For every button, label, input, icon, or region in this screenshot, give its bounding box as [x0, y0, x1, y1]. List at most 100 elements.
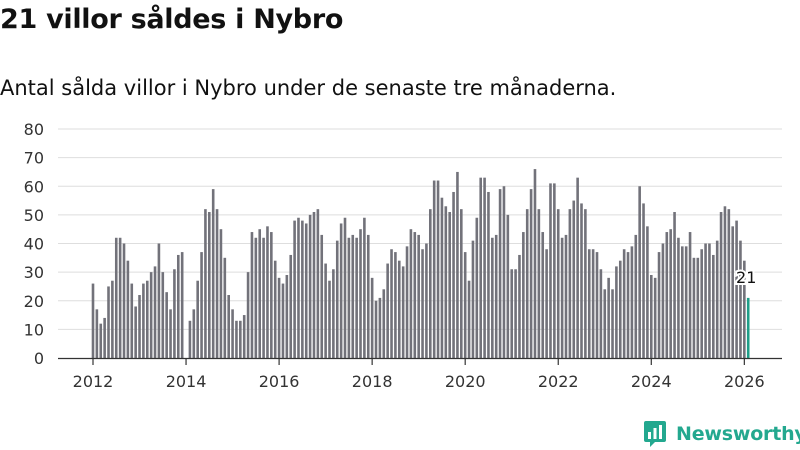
bar: [537, 209, 541, 358]
bar: [99, 323, 103, 358]
bar: [568, 209, 572, 358]
bar: [223, 257, 227, 358]
bar: [227, 295, 230, 358]
x-tick-label: 2024: [631, 372, 672, 391]
bar: [580, 203, 583, 358]
data-labels: 21: [734, 266, 758, 289]
bar: [553, 183, 556, 358]
bar: [498, 189, 502, 358]
bar: [611, 289, 614, 358]
bar: [401, 266, 405, 358]
bar: [541, 232, 545, 358]
x-tick-label: 2012: [73, 372, 114, 391]
bar: [188, 320, 192, 358]
x-tick-label: 2020: [445, 372, 486, 391]
y-tick-label: 0: [34, 349, 44, 368]
bar: [142, 283, 145, 358]
bar: [378, 297, 382, 358]
bar: [677, 237, 680, 358]
bar: [91, 283, 95, 358]
bar: [444, 206, 448, 358]
bar: [556, 209, 560, 358]
bar: [347, 237, 351, 358]
bar: [250, 232, 254, 358]
bar: [634, 234, 638, 358]
bar: [483, 177, 486, 358]
bar: [138, 295, 141, 358]
bar: [448, 212, 451, 358]
bar: [739, 240, 742, 358]
bar: [382, 289, 386, 358]
x-tick-label: 2026: [724, 372, 765, 391]
bar: [215, 209, 219, 358]
bar: [688, 232, 692, 358]
bar: [258, 229, 262, 358]
x-tick-label: 2016: [259, 372, 300, 391]
bar: [421, 249, 424, 358]
bar: [731, 226, 734, 358]
bar: [475, 217, 479, 358]
bar: [308, 214, 312, 359]
bar: [460, 209, 463, 358]
bar: [192, 309, 196, 358]
bar: [587, 249, 591, 358]
bar: [665, 232, 669, 358]
bar: [436, 180, 440, 358]
bar: [390, 249, 393, 358]
bar: [510, 269, 514, 358]
bar: [273, 260, 277, 358]
bar: [549, 183, 552, 358]
bar: [735, 220, 738, 358]
bar: [502, 186, 506, 358]
x-tick-label: 2014: [166, 372, 207, 391]
bar: [370, 277, 374, 358]
bars: [91, 169, 750, 359]
bar: [506, 214, 510, 359]
bar: [394, 252, 397, 358]
chart-subtitle: Antal sålda villor i Nybro under de sena…: [0, 76, 617, 100]
bar: [270, 232, 273, 358]
bar: [704, 243, 707, 358]
bar: [491, 237, 494, 358]
bar: [242, 315, 246, 358]
bar: [289, 254, 293, 358]
newsworthy-logo[interactable]: Newsworthy: [644, 419, 800, 449]
data-label-last: 21: [736, 268, 756, 287]
bar: [335, 240, 339, 358]
bar: [591, 249, 595, 358]
bar: [231, 309, 234, 358]
bar: [471, 240, 475, 358]
bar: [285, 274, 289, 358]
bar: [254, 237, 258, 358]
bar: [661, 243, 665, 358]
bar: [204, 209, 207, 358]
bar: [463, 252, 467, 358]
bar: [494, 234, 498, 358]
bar: [157, 243, 161, 358]
bar: [134, 306, 137, 358]
bar: [293, 220, 296, 358]
bar: [467, 280, 471, 358]
x-tick-label: 2022: [538, 372, 579, 391]
bar: [180, 252, 184, 358]
x-tick-label: 2018: [352, 372, 393, 391]
bar: [208, 212, 211, 358]
y-tick-label: 80: [24, 120, 44, 139]
bar: [304, 223, 308, 358]
y-tick-label: 10: [24, 320, 44, 339]
bar: [684, 246, 688, 358]
bar: [681, 246, 684, 358]
bar: [727, 209, 731, 358]
bar: [397, 260, 401, 358]
bar: [560, 237, 564, 358]
bar: [522, 232, 525, 358]
bar: [235, 320, 238, 358]
bar: [529, 189, 533, 358]
bar: [456, 171, 459, 358]
bar: [417, 234, 420, 358]
newsworthy-logo-icon: [644, 421, 666, 447]
bar: [374, 300, 378, 358]
bar: [653, 277, 657, 358]
bar: [281, 283, 285, 358]
